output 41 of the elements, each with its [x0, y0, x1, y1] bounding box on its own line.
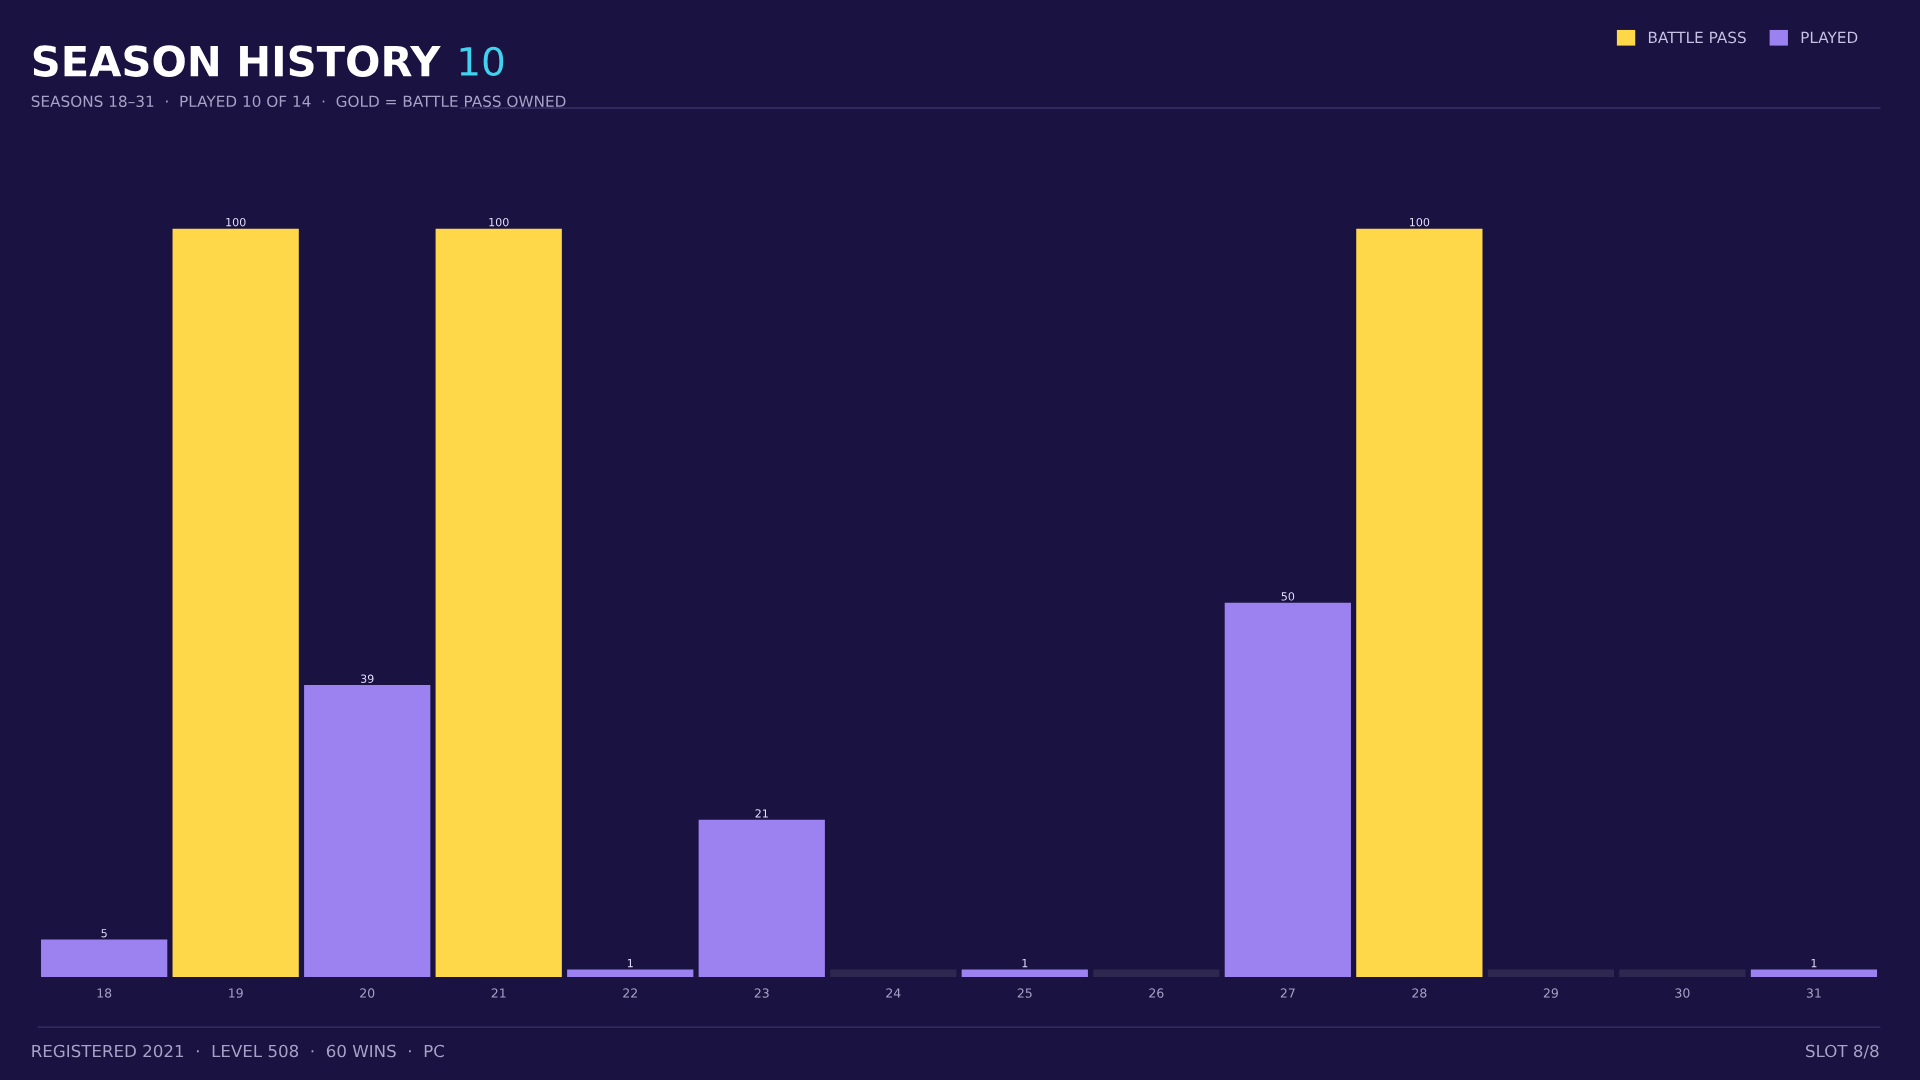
x-tick-label: 18	[97, 988, 112, 998]
bar	[1224, 602, 1351, 977]
data-label: 1	[1811, 959, 1817, 968]
bar	[567, 969, 694, 977]
bar	[1750, 969, 1878, 977]
x-tick-label: 25	[1017, 988, 1032, 998]
data-label: 50	[1281, 592, 1295, 601]
x-tick-label: 22	[623, 988, 637, 998]
chart-title: SEASON HISTORY	[33, 45, 441, 77]
x-tick-label: 31	[1806, 988, 1821, 998]
x-tick-label: 21	[491, 988, 506, 998]
x-tick-label: 28	[1412, 988, 1427, 998]
bar	[435, 228, 562, 977]
x-tick-label: 23	[754, 988, 769, 998]
x-tick-label: 27	[1280, 988, 1295, 998]
data-label: 39	[360, 674, 374, 683]
bar	[41, 939, 168, 977]
data-label: 100	[1409, 217, 1430, 227]
text: 10	[460, 46, 504, 77]
legend-label: BATTLE PASS	[1648, 31, 1746, 44]
data-label: 21	[755, 809, 768, 818]
data-label: 1	[627, 959, 633, 968]
x-tick-label: 20	[360, 988, 375, 998]
data-label: 100	[489, 217, 509, 227]
bar	[1356, 228, 1483, 977]
data-label: 1	[1022, 959, 1028, 968]
text: SLOT 8/8	[1806, 1044, 1879, 1059]
x-tick-label: 19	[229, 988, 243, 998]
legend-label: PLAYED	[1801, 31, 1858, 43]
bar	[961, 969, 1088, 977]
bar	[304, 685, 431, 977]
x-tick-label: 24	[886, 988, 901, 998]
chart-subtitle: SEASONS 18–31 · PLAYED 10 OF 14 · GOLD = BATTLE PASS OWNED	[31, 95, 566, 108]
x-tick-label: 30	[1675, 988, 1690, 998]
bar	[172, 228, 299, 977]
x-tick-label: 29	[1543, 988, 1558, 998]
data-label: 100	[226, 217, 246, 227]
text: REGISTERED 2021 · LEVEL 508 · 60 WINS · PC	[32, 1044, 444, 1058]
bar	[698, 819, 825, 977]
data-label: 5	[101, 929, 107, 938]
x-tick-label: 26	[1149, 988, 1164, 998]
